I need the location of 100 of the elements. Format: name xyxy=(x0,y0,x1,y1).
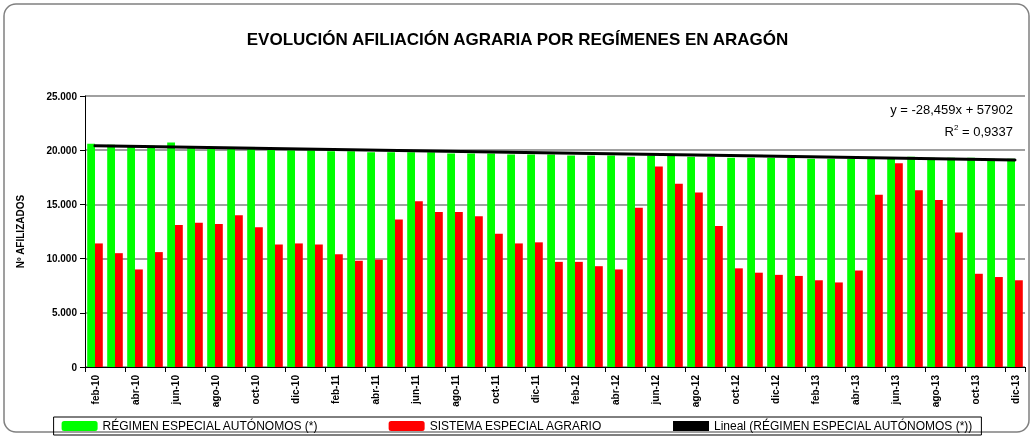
x-tick-label: jun-13 xyxy=(889,374,901,406)
bar xyxy=(547,154,555,367)
bar xyxy=(555,261,563,367)
annotation: y = -28,459x + 57902 xyxy=(890,102,1013,117)
y-tick-label: 15.000 xyxy=(46,198,78,210)
bar xyxy=(127,145,135,367)
bar xyxy=(435,211,443,367)
bar xyxy=(135,269,143,367)
bar xyxy=(407,152,415,367)
bar xyxy=(887,158,895,367)
legend-label: Lineal (RÉGIMEN ESPECIAL AUTÓNOMOS (*)) xyxy=(714,418,973,433)
bar xyxy=(795,275,803,367)
legend-label: SISTEMA ESPECIAL AGRARIO xyxy=(429,419,602,433)
bar xyxy=(927,157,935,367)
x-tick-label: ago-12 xyxy=(689,374,701,408)
bar xyxy=(647,155,655,367)
y-axis-title: Nº AFILIZADOS xyxy=(14,194,26,269)
x-tick-label: feb-10 xyxy=(89,374,101,405)
bar xyxy=(807,158,815,367)
bar xyxy=(507,154,515,367)
bar xyxy=(395,219,403,367)
bar xyxy=(207,148,215,367)
bar xyxy=(495,233,503,367)
bar xyxy=(527,154,535,367)
bar xyxy=(675,183,683,367)
bar xyxy=(155,252,163,367)
bar xyxy=(167,142,175,367)
bar xyxy=(455,211,463,367)
bar xyxy=(567,155,575,367)
x-tick-label: dic-10 xyxy=(289,374,301,404)
bar xyxy=(295,243,303,367)
bar xyxy=(235,215,243,367)
bar xyxy=(387,152,395,367)
bar xyxy=(835,282,843,367)
bar xyxy=(635,207,643,367)
x-tick-label: feb-11 xyxy=(329,374,341,404)
bar xyxy=(875,194,883,367)
bar xyxy=(767,157,775,367)
bar xyxy=(915,190,923,367)
x-tick-label: ago-10 xyxy=(209,374,221,408)
bar xyxy=(787,157,795,367)
legend-label: RÉGIMEN ESPECIAL AUTÓNOMOS (*) xyxy=(102,418,318,433)
x-tick-label: abr-10 xyxy=(129,374,141,406)
bar xyxy=(87,143,95,367)
bar xyxy=(275,244,283,367)
bar xyxy=(475,216,483,367)
bar xyxy=(747,157,755,367)
x-tick-label: abr-13 xyxy=(849,374,861,406)
bar xyxy=(427,152,435,367)
x-tick-label: dic-13 xyxy=(1009,374,1021,404)
bar xyxy=(255,227,263,367)
bar xyxy=(867,158,875,367)
x-tick-label: dic-12 xyxy=(769,374,781,404)
x-tick-label: abr-11 xyxy=(369,374,381,405)
x-tick-label: feb-13 xyxy=(809,374,821,405)
x-tick-label: ago-13 xyxy=(929,374,941,408)
y-tick-label: 5.000 xyxy=(51,307,78,319)
bar xyxy=(595,266,603,367)
bar xyxy=(307,150,315,367)
bar xyxy=(815,280,823,367)
bar xyxy=(115,253,123,367)
bar xyxy=(355,260,363,367)
bar xyxy=(487,153,495,367)
bar xyxy=(695,192,703,367)
bar xyxy=(1015,280,1023,367)
bar xyxy=(147,145,155,367)
bar xyxy=(687,156,695,367)
bar xyxy=(615,269,623,367)
bar xyxy=(735,268,743,367)
bar xyxy=(755,272,763,367)
bar xyxy=(947,157,955,367)
x-tick-label: jun-10 xyxy=(169,374,181,406)
bar xyxy=(955,232,963,367)
bar xyxy=(375,259,383,367)
bar xyxy=(195,222,203,367)
x-tick-label: ago-11 xyxy=(449,374,461,407)
x-tick-label: oct-12 xyxy=(729,374,741,405)
x-tick-label: jun-12 xyxy=(649,374,661,406)
bar xyxy=(187,146,195,367)
bar xyxy=(667,155,675,367)
y-tick-label: 20.000 xyxy=(46,144,78,156)
bar xyxy=(267,149,275,367)
x-tick-label: oct-13 xyxy=(969,374,981,405)
bar xyxy=(775,274,783,367)
y-tick-label: 0 xyxy=(71,361,78,373)
x-tick-label: feb-12 xyxy=(569,374,581,405)
x-tick-label: dic-11 xyxy=(529,374,541,404)
bar xyxy=(95,243,103,367)
bar xyxy=(827,158,835,367)
bar xyxy=(347,151,355,367)
bar xyxy=(627,156,635,367)
y-tick-label: 10.000 xyxy=(46,253,78,265)
chart-title: EVOLUCIÓN AFILIACIÓN AGRARIA POR REGÍMENES EN ARAGÓN xyxy=(246,30,789,49)
bar xyxy=(655,166,663,367)
y-tick-label: 25.000 xyxy=(46,90,78,102)
bar xyxy=(975,273,983,367)
bar xyxy=(935,200,943,367)
x-tick-label: jun-11 xyxy=(409,374,421,405)
bar xyxy=(247,149,255,367)
bar xyxy=(995,277,1003,367)
